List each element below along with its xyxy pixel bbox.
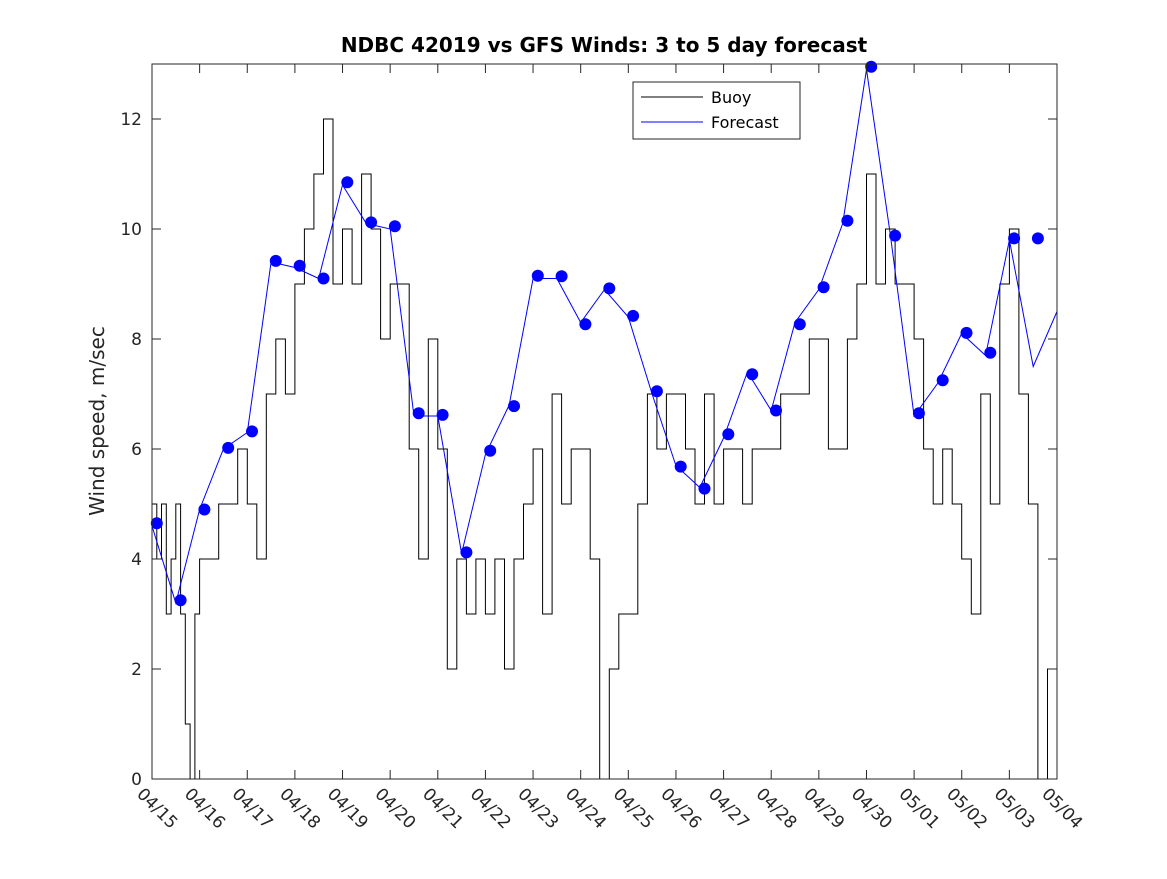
series-line-buoy [152, 118, 1057, 780]
y-tick-label: 4 [131, 550, 142, 570]
forecast-marker [269, 254, 282, 267]
forecast-marker [817, 281, 830, 294]
y-tick-label: 2 [131, 660, 142, 680]
forecast-marker [388, 220, 401, 233]
forecast-marker [508, 400, 520, 413]
y-axis-label: Wind speed, m/sec [85, 326, 109, 516]
forecast-marker [627, 309, 640, 322]
legend-forecast-label: Forecast [711, 113, 779, 132]
forecast-marker [841, 214, 854, 227]
forecast-marker [246, 425, 258, 438]
forecast-marker [174, 594, 187, 607]
forecast-marker [674, 460, 687, 473]
forecast-marker [198, 503, 211, 516]
forecast-marker [412, 407, 425, 420]
y-tick-label: 0 [131, 770, 142, 790]
forecast-marker [1008, 232, 1021, 245]
forecast-marker [436, 408, 449, 421]
y-tick-label: 10 [120, 220, 142, 240]
forecast-marker [722, 428, 735, 441]
plot-area [150, 60, 1058, 780]
forecast-marker [984, 346, 997, 359]
forecast-marker [531, 269, 544, 282]
forecast-marker [484, 444, 497, 457]
y-tick-label: 12 [120, 110, 142, 130]
forecast-marker [365, 216, 378, 229]
chart-title: NDBC 42019 vs GFS Winds: 3 to 5 day fore… [341, 33, 868, 57]
forecast-marker [555, 270, 568, 283]
forecast-marker [341, 176, 354, 189]
forecast-marker [222, 441, 235, 454]
legend-buoy-label: Buoy [711, 88, 751, 107]
axes-box [151, 63, 1058, 780]
forecast-marker [936, 374, 949, 387]
y-tick-label: 8 [131, 330, 142, 350]
forecast-marker [603, 282, 616, 295]
forecast-marker [460, 546, 473, 559]
forecast-marker [317, 272, 330, 285]
forecast-marker [960, 326, 973, 339]
forecast-marker [1031, 232, 1044, 245]
forecast-marker [650, 385, 663, 398]
legend-box [632, 81, 801, 140]
forecast-marker [579, 318, 592, 331]
forecast-marker [746, 368, 759, 381]
forecast-marker [770, 404, 782, 417]
forecast-marker [793, 318, 806, 331]
y-tick-label: 6 [131, 440, 142, 460]
forecast-marker [912, 407, 925, 420]
forecast-marker [293, 259, 306, 272]
forecast-marker [698, 482, 711, 495]
forecast-marker [865, 60, 878, 73]
legend: Buoy Forecast [632, 81, 801, 140]
forecast-marker [150, 517, 163, 530]
forecast-marker [889, 229, 902, 242]
